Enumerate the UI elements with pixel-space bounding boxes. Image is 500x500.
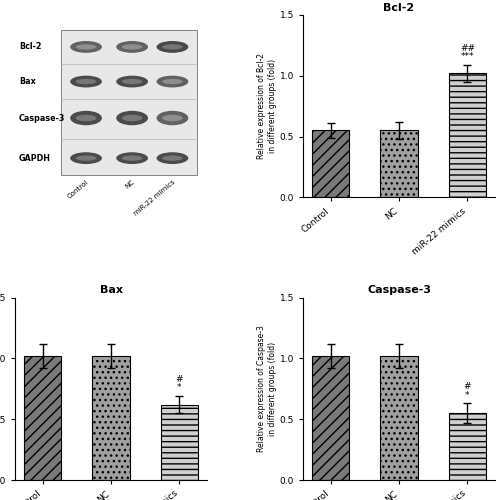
Text: ***: *** [460,52,474,61]
Bar [61,30,198,176]
Ellipse shape [116,76,148,88]
Ellipse shape [156,76,188,88]
Bar [380,130,418,198]
Ellipse shape [162,79,183,84]
Ellipse shape [162,44,183,50]
Ellipse shape [76,156,96,161]
Text: miR-22 mimics: miR-22 mimics [133,179,176,217]
Ellipse shape [162,115,183,121]
Ellipse shape [70,41,102,53]
Text: Caspase-3: Caspase-3 [19,114,65,122]
Bar [312,130,350,198]
Text: #: # [464,382,471,392]
Text: Control: Control [66,179,90,200]
Ellipse shape [116,152,148,164]
Text: Bcl-2: Bcl-2 [19,42,42,51]
Ellipse shape [70,111,102,126]
Title: Bax: Bax [100,286,122,296]
Bar [24,356,62,480]
Ellipse shape [162,156,183,161]
Text: *: * [465,391,469,400]
Bar [448,74,486,198]
Text: #: # [176,375,183,384]
Ellipse shape [116,41,148,53]
Text: ##: ## [460,44,475,52]
Ellipse shape [76,79,96,84]
Y-axis label: Relative expression of Bcl-2
in different groups (fold): Relative expression of Bcl-2 in differen… [258,53,277,159]
Bar [448,413,486,480]
Text: Bax: Bax [19,77,36,86]
Ellipse shape [122,156,142,161]
Ellipse shape [70,76,102,88]
Text: NC: NC [124,179,136,190]
Bar [380,356,418,480]
Ellipse shape [156,152,188,164]
Title: Bcl-2: Bcl-2 [384,3,414,13]
Ellipse shape [116,111,148,126]
Ellipse shape [156,111,188,126]
Ellipse shape [156,41,188,53]
Ellipse shape [122,79,142,84]
Title: Caspase-3: Caspase-3 [367,286,431,296]
Ellipse shape [76,44,96,50]
Bar [312,356,350,480]
Ellipse shape [70,152,102,164]
Ellipse shape [122,115,142,121]
Text: *: * [177,384,182,392]
Bar [160,404,198,480]
Ellipse shape [76,115,96,121]
Text: GAPDH: GAPDH [19,154,51,162]
Ellipse shape [122,44,142,50]
Bar [92,356,130,480]
Y-axis label: Relative expression of Caspase-3
in different groups (fold): Relative expression of Caspase-3 in diff… [258,326,277,452]
